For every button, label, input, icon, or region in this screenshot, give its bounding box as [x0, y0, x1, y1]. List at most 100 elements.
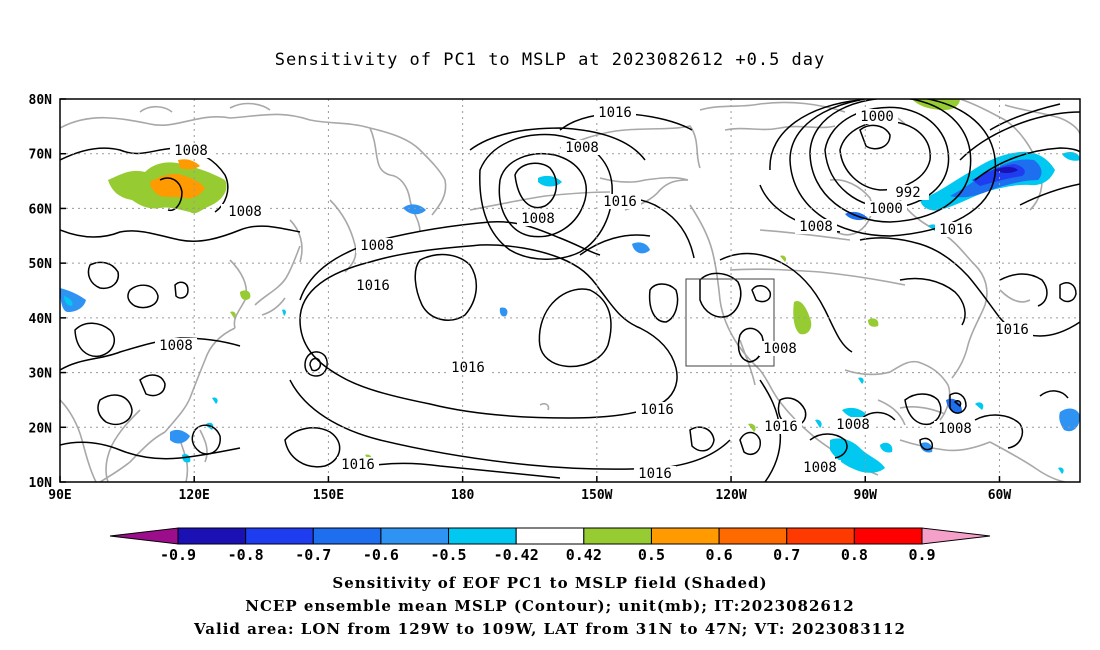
colorbar-segment	[650, 527, 720, 545]
contour-label-bg	[224, 204, 266, 219]
colorbar-tick-label: 0.6	[706, 546, 733, 564]
colorbar-right-extend	[921, 527, 991, 545]
contour-label: 1016	[451, 360, 485, 376]
contour-label: 1016	[356, 278, 390, 294]
contour-label: 1016	[598, 105, 632, 121]
colorbar-segment	[245, 527, 314, 545]
lat-label: 80N	[29, 93, 53, 108]
colorbar-tick-label: 0.42	[566, 546, 602, 564]
contour-label-bg	[935, 222, 977, 237]
contour-label-bg	[636, 402, 678, 417]
colorbar-tick-label: -0.42	[494, 546, 539, 564]
lat-label: 70N	[29, 148, 53, 163]
contour-label-bg	[934, 421, 976, 436]
map-body	[60, 99, 1080, 482]
lon-label: 180	[451, 488, 475, 503]
lat-label: 40N	[29, 312, 53, 327]
contour-label: 1016	[764, 419, 798, 435]
contour-label-bg	[170, 143, 212, 158]
caption-contour: NCEP ensemble mean MSLP (Contour); unit(…	[245, 597, 855, 615]
lon-label: 120W	[715, 488, 746, 503]
contour-label-bg	[991, 322, 1033, 337]
caption-shaded: Sensitivity of EOF PC1 to MSLP field (Sh…	[332, 574, 768, 592]
contour-label: 1008	[803, 460, 837, 476]
plot-title: Sensitivity of PC1 to MSLP at 2023082612…	[274, 50, 826, 70]
colorbar-tick-label: 0.5	[638, 546, 665, 564]
contour-label: 992	[895, 185, 920, 201]
contour-label: 1008	[228, 204, 262, 220]
contour-label-bg	[887, 185, 929, 200]
contour-label-bg	[799, 460, 841, 475]
contour-label: 1016	[341, 457, 375, 473]
contour-label-bg	[155, 338, 197, 353]
lon-label: 120E	[179, 488, 210, 503]
lon-label: 150W	[581, 488, 612, 503]
colorbar-segment	[448, 527, 517, 545]
contour-label-bg	[561, 140, 603, 155]
colorbar-segment	[177, 527, 247, 545]
contour-label: 1008	[521, 211, 555, 227]
colorbar-left-extend	[109, 527, 179, 545]
contour-label-bg	[634, 466, 676, 481]
colorbar-tick-label: 0.9	[908, 546, 935, 564]
colorbar-segment	[718, 527, 788, 545]
lon-label: 60W	[988, 488, 1012, 503]
map-frame	[59, 98, 1081, 483]
colorbar-tick-label: -0.5	[430, 546, 466, 564]
contour-label: 1008	[565, 140, 599, 156]
colorbar-tick-labels: -0.9 -0.8 -0.7 -0.6 -0.5 -0.42 0.42 0.5 0.6 0.7 0.…	[160, 546, 936, 564]
contour-label: 1000	[860, 109, 894, 125]
contour-label-bg	[795, 219, 837, 234]
colorbar-tick-label: -0.9	[160, 546, 196, 564]
contour-label-bg	[865, 201, 907, 216]
contour-label-bg	[594, 105, 636, 120]
contour-label-bg	[760, 419, 802, 434]
contour-label: 1008	[159, 338, 193, 354]
contour-label-bg	[832, 417, 874, 432]
contour-label-bg	[447, 360, 489, 375]
contour-label: 1016	[603, 194, 637, 210]
colorbar-tick-label: -0.8	[228, 546, 264, 564]
lon-label: 90E	[48, 488, 71, 503]
colorbar-segment	[515, 527, 585, 545]
contour-label: 1000	[869, 201, 903, 217]
contour-label-bg	[759, 341, 801, 356]
contour-label: 1008	[799, 219, 833, 235]
lat-label: 60N	[29, 202, 53, 217]
lat-label: 20N	[29, 421, 53, 436]
contour-label: 1016	[638, 466, 672, 482]
caption-valid-area: Valid area: LON from 129W to 109W, LAT f…	[194, 620, 906, 638]
contour-label-bg	[856, 109, 898, 124]
contour-label: 1016	[995, 322, 1029, 338]
colorbar-tick-label: -0.7	[295, 546, 331, 564]
lon-label: 90W	[854, 488, 878, 503]
contour-label: 1008	[938, 421, 972, 437]
contour-labels: 1016100810009921000100810161008101610081…	[155, 105, 1033, 482]
colorbar-tick-label: -0.6	[363, 546, 399, 564]
lon-label: 150E	[313, 488, 344, 503]
latitude-labels: 80N 70N 60N 50N 40N 30N 20N 10N	[29, 93, 66, 491]
colorbar-segment	[380, 527, 450, 545]
colorbar-tick-label: 0.8	[841, 546, 868, 564]
longitude-labels: 90E 120E 150E 180 150W 120W 90W 60W	[48, 476, 1011, 503]
contour-label: 1008	[763, 341, 797, 357]
colorbar	[109, 527, 991, 545]
lat-label: 50N	[29, 257, 53, 272]
valid-area-box	[685, 278, 775, 367]
colorbar-segment	[583, 527, 652, 545]
contour-label: 1008	[836, 417, 870, 433]
contour-label-bg	[599, 194, 641, 209]
contour-label: 1008	[174, 143, 208, 159]
lat-label: 10N	[29, 476, 53, 491]
contour-label: 1016	[640, 402, 674, 418]
colorbar-segment	[786, 527, 855, 545]
colorbar-tick-label: 0.7	[773, 546, 800, 564]
contour-label-bg	[352, 278, 394, 293]
colorbar-segment	[312, 527, 382, 545]
contour-label-bg	[337, 457, 379, 472]
contour-label-bg	[517, 211, 559, 226]
lat-label: 30N	[29, 367, 53, 382]
contour-label: 1016	[939, 222, 973, 238]
